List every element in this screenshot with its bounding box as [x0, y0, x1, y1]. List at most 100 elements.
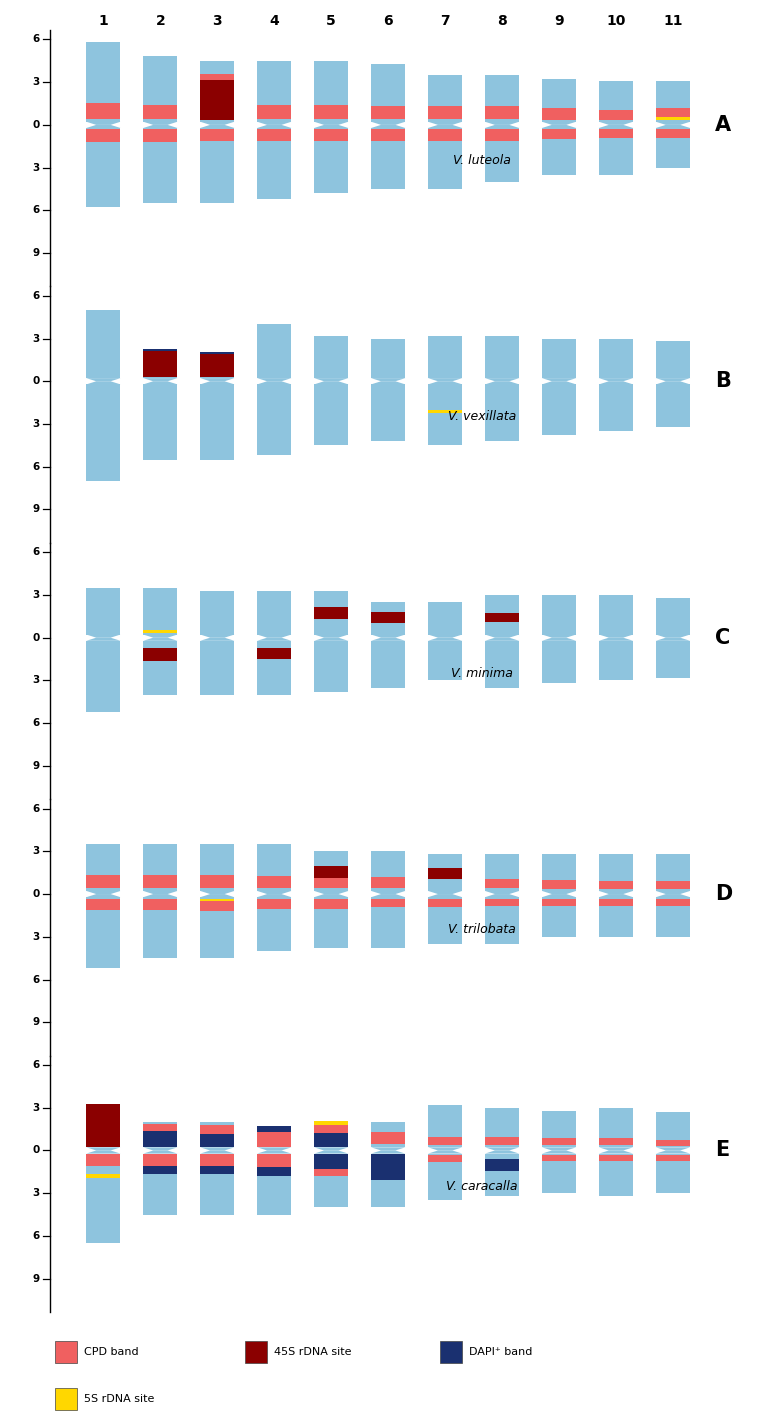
Polygon shape	[314, 381, 348, 384]
Bar	[656, 81, 690, 121]
Bar	[86, 1154, 120, 1166]
Polygon shape	[371, 635, 405, 638]
Bar	[485, 898, 519, 943]
Bar	[86, 384, 120, 481]
Text: 6: 6	[383, 14, 393, 29]
Text: 3: 3	[33, 589, 40, 599]
Text: 5S rDNA site: 5S rDNA site	[84, 1394, 154, 1404]
Bar	[428, 898, 462, 943]
Text: 3: 3	[33, 334, 40, 344]
Polygon shape	[485, 1147, 519, 1150]
Bar	[200, 591, 234, 635]
Polygon shape	[143, 895, 177, 898]
Bar	[485, 614, 519, 622]
Polygon shape	[656, 126, 690, 128]
Bar	[314, 335, 348, 378]
Bar	[599, 128, 633, 174]
Bar	[542, 338, 576, 378]
Bar	[143, 629, 177, 634]
Polygon shape	[599, 126, 633, 128]
Bar	[257, 1154, 291, 1167]
Text: V. luteola: V. luteola	[454, 154, 511, 167]
Bar	[314, 641, 348, 692]
Polygon shape	[257, 895, 291, 898]
Bar	[200, 845, 234, 890]
Bar	[485, 128, 519, 181]
Polygon shape	[428, 126, 462, 128]
Bar	[656, 108, 690, 117]
Polygon shape	[371, 1150, 405, 1153]
Bar	[656, 384, 690, 427]
Polygon shape	[143, 378, 177, 381]
Polygon shape	[314, 1150, 348, 1153]
Bar	[200, 74, 234, 80]
Text: 3: 3	[33, 932, 40, 942]
Text: 0: 0	[33, 889, 40, 899]
Bar	[200, 352, 234, 377]
Bar	[371, 878, 405, 888]
Text: V. vexillata: V. vexillata	[448, 411, 517, 424]
Bar	[143, 899, 177, 910]
Bar	[200, 384, 234, 459]
Text: 3: 3	[33, 420, 40, 430]
Polygon shape	[200, 890, 234, 895]
Polygon shape	[485, 1150, 519, 1153]
Text: 0: 0	[33, 1146, 40, 1156]
Text: 0: 0	[33, 120, 40, 130]
Text: V. caracalla: V. caracalla	[447, 1180, 518, 1193]
Polygon shape	[656, 1150, 690, 1153]
Bar	[485, 1107, 519, 1147]
Bar	[428, 1154, 462, 1162]
Polygon shape	[485, 895, 519, 898]
Polygon shape	[143, 638, 177, 641]
Polygon shape	[86, 890, 120, 895]
Bar	[428, 1104, 462, 1147]
Bar	[143, 104, 177, 118]
Text: 6: 6	[33, 34, 40, 44]
Bar	[257, 641, 291, 695]
Polygon shape	[428, 1147, 462, 1150]
Bar	[485, 899, 519, 906]
Bar	[599, 338, 633, 378]
Bar	[86, 641, 120, 712]
Bar	[200, 130, 234, 141]
Polygon shape	[86, 638, 120, 641]
Polygon shape	[314, 635, 348, 638]
Bar	[200, 875, 234, 888]
Bar	[86, 875, 120, 888]
Bar	[599, 81, 633, 121]
Bar	[257, 104, 291, 118]
Bar	[86, 1107, 120, 1147]
Bar	[656, 117, 690, 120]
Bar	[143, 1132, 177, 1147]
Bar	[86, 1173, 120, 1177]
Bar	[542, 898, 576, 936]
Bar	[314, 1120, 348, 1124]
Bar	[599, 855, 633, 890]
Polygon shape	[314, 895, 348, 898]
Bar	[143, 845, 177, 890]
Bar	[371, 338, 405, 378]
Text: 9: 9	[33, 505, 40, 515]
Polygon shape	[86, 121, 120, 126]
Bar	[200, 1153, 234, 1214]
Bar	[485, 879, 519, 888]
Bar	[143, 352, 177, 378]
Text: 6: 6	[33, 1060, 40, 1070]
Polygon shape	[428, 378, 462, 381]
Bar	[542, 1139, 576, 1146]
Bar	[257, 384, 291, 455]
Text: 9: 9	[33, 1017, 40, 1027]
Polygon shape	[428, 638, 462, 641]
Text: 3: 3	[33, 846, 40, 856]
Bar	[656, 1140, 690, 1146]
Polygon shape	[599, 895, 633, 898]
Bar	[428, 641, 462, 681]
Bar	[485, 335, 519, 378]
Polygon shape	[599, 890, 633, 895]
Text: 7: 7	[440, 14, 450, 29]
Polygon shape	[485, 121, 519, 126]
Bar	[314, 591, 348, 635]
Polygon shape	[143, 121, 177, 126]
Polygon shape	[86, 895, 120, 898]
